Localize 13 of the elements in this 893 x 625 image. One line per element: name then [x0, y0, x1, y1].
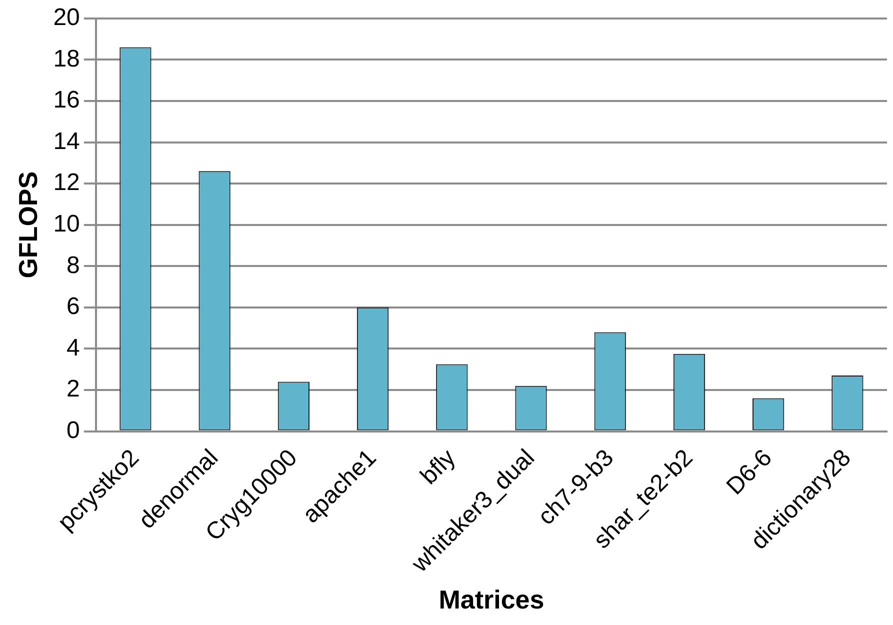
y-tick-label: 18 — [53, 45, 80, 72]
y-axis-title: GFLOPS — [12, 171, 43, 278]
y-tick-label: 2 — [66, 376, 80, 403]
y-tick-label: 20 — [53, 4, 80, 32]
y-tick-label: 12 — [53, 169, 80, 196]
x-axis-title: Matrices — [438, 584, 544, 615]
y-tick-label: 0 — [66, 416, 80, 444]
y-tick-label: 14 — [53, 128, 80, 155]
y-tick-label: 8 — [66, 252, 80, 279]
y-tick-label: 6 — [66, 293, 80, 320]
y-tick-label: 4 — [66, 334, 80, 362]
y-tick-label: 16 — [53, 86, 80, 114]
y-tick-label: 10 — [53, 210, 80, 238]
